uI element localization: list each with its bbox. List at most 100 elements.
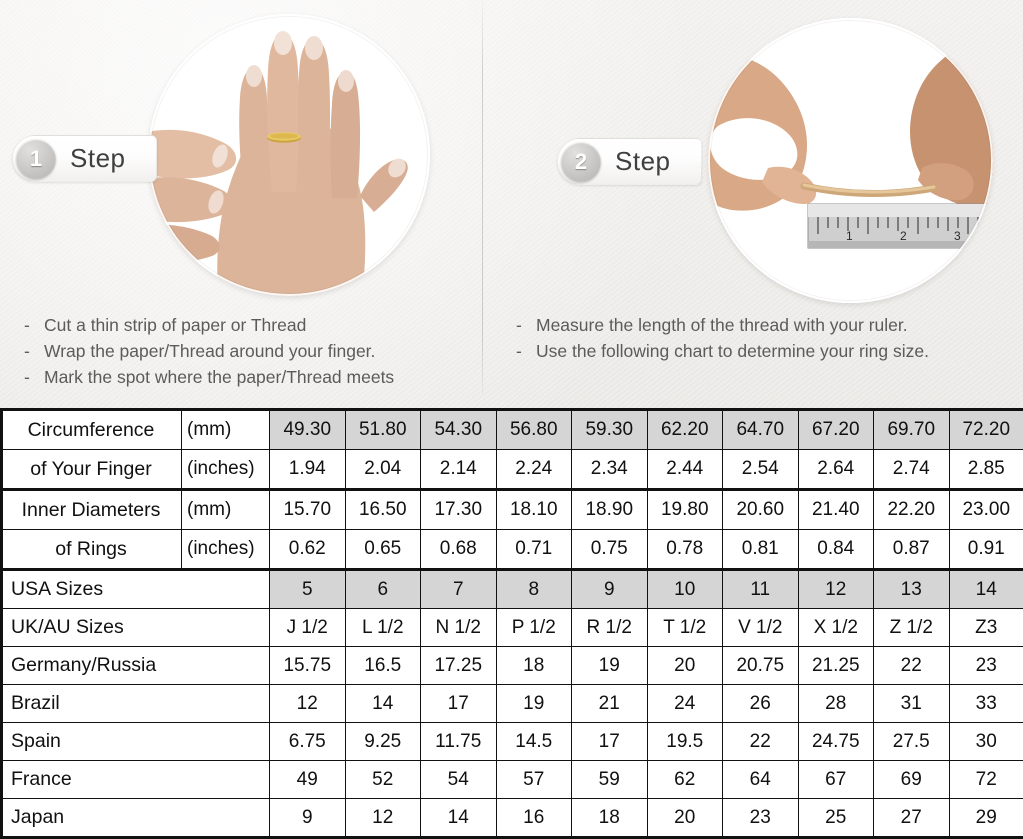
row-label-spain: Spain	[2, 723, 270, 761]
cell: P 1/2	[496, 609, 572, 647]
cell: 15.70	[270, 490, 346, 530]
cell: 18	[496, 647, 572, 685]
table-row: Spain 6.75 9.25 11.75 14.5 17 19.5 22 24…	[2, 723, 1023, 761]
cell: 29	[949, 799, 1023, 838]
row-label-france: France	[2, 761, 270, 799]
cell: 56.80	[496, 410, 572, 450]
instruction-text: Cut a thin strip of paper or Thread	[44, 312, 306, 338]
cell: N 1/2	[421, 609, 497, 647]
instruction-line: - Mark the spot where the paper/Thread m…	[24, 364, 394, 390]
bullet-dash: -	[24, 312, 44, 338]
cell: 54.30	[421, 410, 497, 450]
cell: 62.20	[647, 410, 723, 450]
row-label-inner-diameter-line1: Inner Diameters	[2, 490, 182, 530]
cell: 9	[270, 799, 346, 838]
cell: 20.75	[723, 647, 799, 685]
ruler-mark-3: 3	[954, 229, 961, 243]
instruction-line: - Wrap the paper/Thread around your fing…	[24, 338, 394, 364]
table-row: Germany/Russia 15.75 16.5 17.25 18 19 20…	[2, 647, 1023, 685]
cell: T 1/2	[647, 609, 723, 647]
unit-inches: (inches)	[182, 530, 270, 570]
cell: R 1/2	[572, 609, 648, 647]
cell: 14	[949, 570, 1023, 609]
instruction-text: Use the following chart to determine you…	[536, 338, 929, 364]
table-row: of Rings (inches) 0.62 0.65 0.68 0.71 0.…	[2, 530, 1023, 570]
cell: 8	[496, 570, 572, 609]
cell: 2.74	[874, 450, 950, 490]
step2-photo-thread-ruler: 1 2 3	[708, 18, 993, 303]
instruction-text: Wrap the paper/Thread around your finger…	[44, 338, 375, 364]
cell: 69	[874, 761, 950, 799]
step-2-instructions: - Measure the length of the thread with …	[516, 312, 929, 364]
cell: 51.80	[345, 410, 421, 450]
table-row: France 49 52 54 57 59 62 64 67 69 72	[2, 761, 1023, 799]
instruction-text: Mark the spot where the paper/Thread mee…	[44, 364, 394, 390]
cell: 20	[647, 647, 723, 685]
cell: 59	[572, 761, 648, 799]
cell: 23	[949, 647, 1023, 685]
cell: 18.10	[496, 490, 572, 530]
table-row: of Your Finger (inches) 1.94 2.04 2.14 2…	[2, 450, 1023, 490]
cell: 12	[270, 685, 346, 723]
bullet-dash: -	[24, 364, 44, 390]
cell: 24.75	[798, 723, 874, 761]
row-label-uk-au: UK/AU Sizes	[2, 609, 270, 647]
table-row: UK/AU Sizes J 1/2 L 1/2 N 1/2 P 1/2 R 1/…	[2, 609, 1023, 647]
cell: 0.78	[647, 530, 723, 570]
cell: 23	[723, 799, 799, 838]
cell: 17	[421, 685, 497, 723]
step-1-panel: 1 Step - Cut a thin strip of paper or Th…	[0, 0, 482, 408]
cell: 0.65	[345, 530, 421, 570]
step-2-panel: 1 2 3 2 Step - Measure the length of the…	[483, 0, 1023, 408]
cell: 0.62	[270, 530, 346, 570]
cell: 13	[874, 570, 950, 609]
bullet-dash: -	[24, 338, 44, 364]
ring-size-chart: Circumference (mm) 49.30 51.80 54.30 56.…	[0, 408, 1023, 826]
cell: 16	[496, 799, 572, 838]
cell: 2.54	[723, 450, 799, 490]
table-row: USA Sizes 5 6 7 8 9 10 11 12 13 14	[2, 570, 1023, 609]
cell: 2.85	[949, 450, 1023, 490]
cell: 23.00	[949, 490, 1023, 530]
cell: 64	[723, 761, 799, 799]
cell: V 1/2	[723, 609, 799, 647]
instruction-line: - Measure the length of the thread with …	[516, 312, 929, 338]
cell: 30	[949, 723, 1023, 761]
cell: 26	[723, 685, 799, 723]
cell: 22	[723, 723, 799, 761]
row-label-brazil: Brazil	[2, 685, 270, 723]
cell: 49.30	[270, 410, 346, 450]
instruction-line: - Cut a thin strip of paper or Thread	[24, 312, 394, 338]
cell: 24	[647, 685, 723, 723]
cell: 12	[798, 570, 874, 609]
cell: 21	[572, 685, 648, 723]
cell: Z 1/2	[874, 609, 950, 647]
table-row: Brazil 12 14 17 19 21 24 26 28 31 33	[2, 685, 1023, 723]
instructions-section: 1 Step - Cut a thin strip of paper or Th…	[0, 0, 1023, 408]
table-row: Circumference (mm) 49.30 51.80 54.30 56.…	[2, 410, 1023, 450]
cell: J 1/2	[270, 609, 346, 647]
step-2-badge: 2 Step	[557, 138, 702, 185]
cell: 16.5	[345, 647, 421, 685]
cell: 20.60	[723, 490, 799, 530]
cell: 14	[345, 685, 421, 723]
row-label-inner-diameter-line2: of Rings	[2, 530, 182, 570]
cell: 0.87	[874, 530, 950, 570]
unit-mm: (mm)	[182, 490, 270, 530]
ruler-mark-2: 2	[900, 229, 907, 243]
cell: 2.24	[496, 450, 572, 490]
cell: 33	[949, 685, 1023, 723]
bullet-dash: -	[516, 338, 536, 364]
cell: 11.75	[421, 723, 497, 761]
step-2-number: 2	[561, 142, 601, 182]
cell: 14	[421, 799, 497, 838]
cell: X 1/2	[798, 609, 874, 647]
cell: 1.94	[270, 450, 346, 490]
cell: 67	[798, 761, 874, 799]
gold-ring	[267, 132, 301, 142]
row-label-circumference-line1: Circumference	[2, 410, 182, 450]
cell: 2.04	[345, 450, 421, 490]
cell: 2.44	[647, 450, 723, 490]
row-label-germany-russia: Germany/Russia	[2, 647, 270, 685]
